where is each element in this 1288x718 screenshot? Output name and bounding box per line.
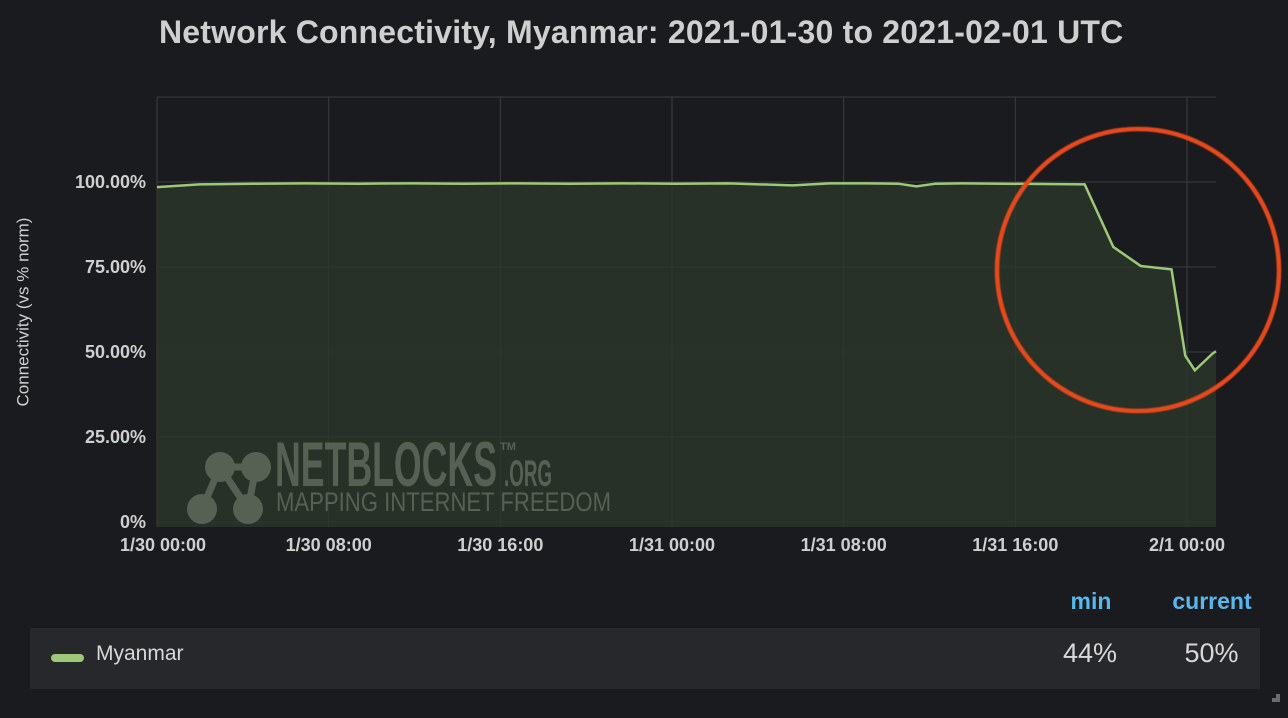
- svg-text:TM: TM: [500, 441, 516, 453]
- svg-text:MAPPING INTERNET FREEDOM: MAPPING INTERNET FREEDOM: [276, 487, 611, 517]
